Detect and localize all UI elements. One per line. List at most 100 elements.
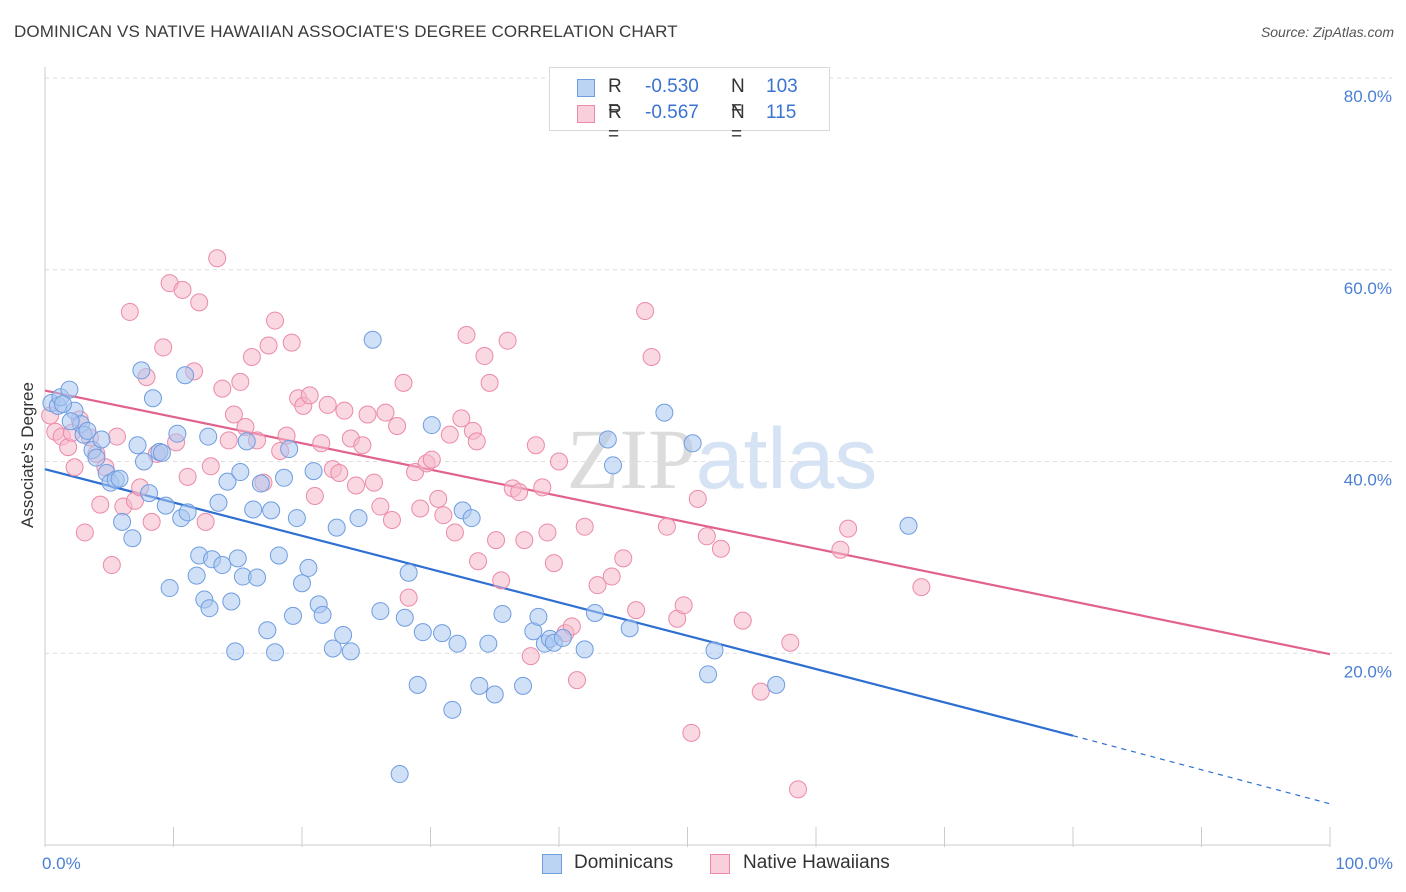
native-hawaiian-point bbox=[636, 301, 655, 320]
dominican-point bbox=[248, 568, 267, 587]
native-hawaiian-point bbox=[475, 347, 494, 366]
dominican-point bbox=[284, 606, 303, 625]
native-hawaiian-point bbox=[411, 499, 430, 518]
dominican-point bbox=[485, 685, 504, 704]
dominican-point bbox=[199, 427, 218, 446]
dominican-point bbox=[152, 443, 171, 462]
dominican-point bbox=[258, 621, 277, 640]
dominican-point bbox=[244, 500, 263, 519]
dominican-point bbox=[683, 434, 702, 453]
native-hawaiian-point bbox=[213, 379, 232, 398]
dominican-point bbox=[262, 501, 281, 520]
native-hawaiian-point bbox=[102, 556, 121, 575]
dominican-point bbox=[448, 634, 467, 653]
dominican-point bbox=[699, 665, 718, 684]
dominican-point bbox=[349, 509, 368, 528]
native-hawaiian-point bbox=[674, 596, 693, 615]
legend-n-label: N = bbox=[731, 102, 745, 145]
native-hawaiian-point bbox=[627, 601, 646, 620]
native-hawaiian-point bbox=[231, 372, 250, 391]
dominican-point bbox=[413, 623, 432, 642]
y-tick-label: 80.0% bbox=[1344, 87, 1392, 106]
dominican-point bbox=[603, 456, 622, 475]
native-hawaiian-point bbox=[259, 336, 278, 355]
dominican-point bbox=[293, 574, 311, 593]
native-hawaiian-point bbox=[839, 519, 858, 538]
dominican-point bbox=[341, 642, 360, 661]
dominican-point bbox=[575, 640, 594, 659]
dominican-point bbox=[433, 624, 452, 643]
dominican-point bbox=[620, 619, 639, 638]
dominican-point bbox=[143, 389, 162, 408]
native-hawaiian-point bbox=[65, 458, 84, 477]
dominican-point bbox=[705, 641, 724, 660]
dominican-point bbox=[128, 436, 147, 455]
dominican-point bbox=[266, 643, 285, 662]
correlation-legend: R = -0.530 N = 103 R = -0.567 N = 115 bbox=[549, 67, 830, 145]
gridlines bbox=[45, 77, 1392, 654]
dominican-point bbox=[470, 676, 489, 695]
native-hawaiian-point bbox=[330, 464, 349, 483]
native-hawaiian-point bbox=[533, 478, 552, 497]
legend-r-label: R = bbox=[608, 76, 622, 119]
native-hawaiian-point bbox=[358, 405, 377, 424]
native-hawaiian-point bbox=[688, 489, 707, 508]
dominican-point bbox=[132, 361, 151, 380]
dominican-point bbox=[287, 509, 306, 528]
native-hawaiian-point bbox=[526, 436, 545, 455]
native-hawaiian-point bbox=[312, 434, 331, 453]
native-hawaiian-point bbox=[190, 293, 209, 312]
dominican-point bbox=[585, 603, 604, 622]
y-tick-label: 40.0% bbox=[1344, 471, 1392, 490]
native-hawaiian-point bbox=[91, 495, 110, 514]
native-hawaiian-point bbox=[282, 333, 301, 352]
native-hawaiian-point bbox=[318, 395, 337, 414]
native-hawaiian-point bbox=[575, 517, 594, 536]
dominican-point bbox=[363, 330, 382, 349]
watermark-atlas: atlas bbox=[696, 411, 878, 507]
dominican-point bbox=[178, 503, 197, 522]
y-tick-label: 20.0% bbox=[1344, 662, 1392, 681]
dominican-point bbox=[213, 556, 232, 575]
native-hawaiian-point bbox=[467, 432, 486, 451]
native-hawaiian-point bbox=[300, 386, 319, 405]
native-hawaiian-point bbox=[733, 611, 752, 630]
dominican-point bbox=[299, 558, 318, 577]
native-hawaiian-point bbox=[912, 578, 931, 597]
native-hawaiian-points bbox=[41, 249, 931, 799]
dominican-point bbox=[226, 642, 245, 661]
dominican-point bbox=[390, 765, 409, 784]
dominican-point bbox=[529, 607, 548, 626]
dominican-point bbox=[323, 639, 342, 658]
native-hawaiian-point bbox=[388, 417, 407, 436]
native-hawaiian-point bbox=[353, 436, 372, 455]
dominican-point bbox=[395, 608, 414, 627]
dominican-point bbox=[156, 496, 175, 515]
dominican-point bbox=[493, 604, 512, 623]
dominican-point bbox=[110, 469, 129, 488]
native-hawaiian-point bbox=[201, 457, 220, 476]
native-hawaiian-point bbox=[498, 331, 517, 350]
native-hawaiian-point bbox=[266, 311, 285, 330]
dominican-point bbox=[422, 416, 441, 435]
native-hawaiian-point bbox=[510, 483, 529, 502]
bottom-legend-label: Native Hawaiians bbox=[743, 852, 890, 873]
dominican-point bbox=[134, 452, 153, 471]
dominican-point bbox=[304, 462, 323, 481]
legend-swatch-pink bbox=[577, 105, 595, 123]
native-hawaiian-point bbox=[751, 682, 770, 701]
dominican-points bbox=[42, 330, 918, 784]
native-hawaiian-point bbox=[196, 512, 215, 531]
native-hawaiian-point bbox=[588, 576, 607, 595]
native-hawaiian-point bbox=[469, 552, 488, 571]
native-hawaiian-point bbox=[382, 510, 401, 529]
dominican-point bbox=[655, 403, 674, 422]
dominican-point bbox=[767, 675, 786, 694]
dominican-point bbox=[160, 579, 179, 598]
native-hawaiian-point bbox=[492, 571, 511, 590]
native-hawaiian-point bbox=[120, 302, 139, 321]
native-hawaiian-point bbox=[550, 452, 568, 471]
dominican-point bbox=[123, 529, 142, 548]
native-hawaiian-point bbox=[781, 633, 800, 652]
dominican-point bbox=[176, 366, 195, 385]
